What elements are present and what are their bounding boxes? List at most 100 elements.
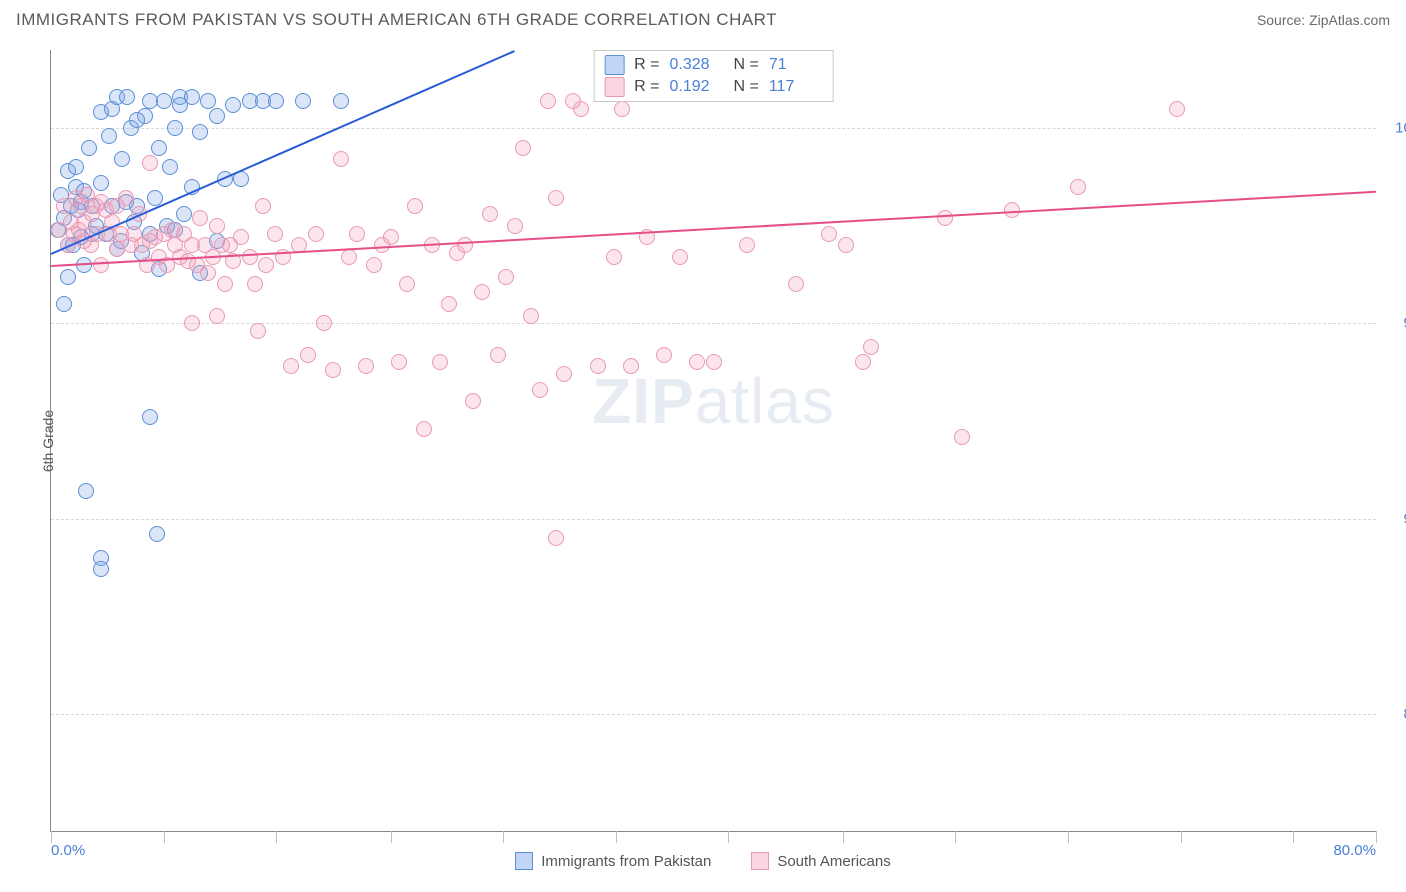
data-point <box>573 101 589 117</box>
gridline-h <box>51 323 1376 324</box>
data-point <box>548 530 564 546</box>
data-point <box>457 237 473 253</box>
data-point <box>333 151 349 167</box>
data-point <box>217 276 233 292</box>
data-point <box>672 249 688 265</box>
data-point <box>391 354 407 370</box>
data-point <box>606 249 622 265</box>
data-point <box>119 89 135 105</box>
data-point <box>283 358 299 374</box>
data-point <box>507 218 523 234</box>
data-point <box>184 315 200 331</box>
data-point <box>200 93 216 109</box>
correlation-legend: R =0.328N =71R =0.192N =117 <box>593 50 834 102</box>
legend-r-label: R = <box>634 56 659 74</box>
data-point <box>200 265 216 281</box>
y-tick-label: 85.0% <box>1386 705 1406 722</box>
data-point <box>465 393 481 409</box>
data-point <box>482 206 498 222</box>
data-point <box>656 347 672 363</box>
legend-row: R = 0.328 N = 71 <box>604 55 823 75</box>
data-point <box>167 120 183 136</box>
legend-swatch <box>604 55 624 75</box>
data-point <box>416 421 432 437</box>
data-point <box>176 206 192 222</box>
legend-swatch-pink <box>751 852 769 870</box>
x-tick <box>391 831 392 843</box>
data-point <box>540 93 556 109</box>
data-point <box>407 198 423 214</box>
data-point <box>93 257 109 273</box>
data-point <box>93 175 109 191</box>
data-point <box>689 354 705 370</box>
data-point <box>242 249 258 265</box>
watermark-left: ZIP <box>592 365 695 437</box>
legend-n-value: 117 <box>769 78 823 96</box>
data-point <box>268 93 284 109</box>
data-point <box>93 561 109 577</box>
legend-row: R =0.192N =117 <box>604 77 823 97</box>
trend-line <box>51 191 1376 267</box>
data-point <box>474 284 490 300</box>
legend-n-label: N = <box>734 56 759 74</box>
data-point <box>78 483 94 499</box>
data-point <box>341 249 357 265</box>
data-point <box>490 347 506 363</box>
data-point <box>156 93 172 109</box>
data-point <box>300 347 316 363</box>
x-tick <box>164 831 165 843</box>
data-point <box>258 257 274 273</box>
legend-label-south-american: South Americans <box>777 853 890 870</box>
x-tick <box>503 831 504 843</box>
legend-label-pakistan: Immigrants from Pakistan <box>541 853 711 870</box>
y-axis-label: 6th Grade <box>40 409 56 471</box>
data-point <box>60 269 76 285</box>
x-tick <box>955 831 956 843</box>
data-point <box>523 308 539 324</box>
data-point <box>855 354 871 370</box>
bottom-legend: Immigrants from Pakistan South Americans <box>0 852 1406 870</box>
data-point <box>325 362 341 378</box>
data-point <box>1070 179 1086 195</box>
data-point <box>498 269 514 285</box>
data-point <box>308 226 324 242</box>
data-point <box>515 140 531 156</box>
data-point <box>441 296 457 312</box>
legend-n-value: 71 <box>769 56 823 74</box>
data-point <box>954 429 970 445</box>
data-point <box>590 358 606 374</box>
x-tick <box>276 831 277 843</box>
data-point <box>233 229 249 245</box>
data-point <box>838 237 854 253</box>
data-point <box>162 159 178 175</box>
x-tick <box>1293 831 1294 843</box>
data-point <box>623 358 639 374</box>
data-point <box>225 97 241 113</box>
data-point <box>129 112 145 128</box>
y-tick-label: 90.0% <box>1386 510 1406 527</box>
y-tick-label: 100.0% <box>1386 120 1406 137</box>
data-point <box>209 108 225 124</box>
data-point <box>68 159 84 175</box>
legend-item-south-american: South Americans <box>751 852 890 870</box>
data-point <box>548 190 564 206</box>
data-point <box>101 128 117 144</box>
data-point <box>247 276 263 292</box>
data-point <box>149 526 165 542</box>
chart-title: IMMIGRANTS FROM PAKISTAN VS SOUTH AMERIC… <box>16 10 777 30</box>
data-point <box>255 198 271 214</box>
data-point <box>267 226 283 242</box>
data-point <box>614 101 630 117</box>
data-point <box>151 140 167 156</box>
legend-n-label: N = <box>734 78 759 96</box>
data-point <box>532 382 548 398</box>
legend-r-value: 0.328 <box>670 56 724 74</box>
data-point <box>706 354 722 370</box>
legend-item-pakistan: Immigrants from Pakistan <box>515 852 711 870</box>
x-tick <box>616 831 617 843</box>
gridline-h <box>51 714 1376 715</box>
data-point <box>937 210 953 226</box>
data-point <box>366 257 382 273</box>
data-point <box>81 140 97 156</box>
data-point <box>192 210 208 226</box>
